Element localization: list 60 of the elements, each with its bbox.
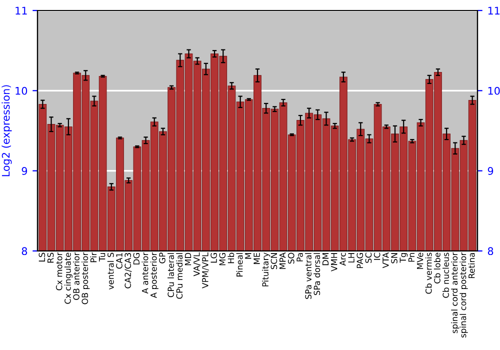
- x-tick-label: MD: [184, 252, 192, 266]
- y-tick-label: 9: [22, 167, 28, 175]
- x-tick-label: DM: [322, 253, 329, 266]
- x-tick-label: SCN: [270, 253, 278, 270]
- x-tick-label: spinal cord posterior: [460, 252, 468, 338]
- x-tick-label: PAG: [356, 253, 364, 268]
- x-tick-label: A posterior: [150, 252, 158, 298]
- x-tick-label: VMH: [331, 253, 338, 272]
- x-tick-label: ventral S: [107, 252, 114, 290]
- x-tick-label: spinal cord anterior: [451, 252, 460, 334]
- x-tick-label: OB anterior: [73, 252, 80, 300]
- x-tick-label: A anterior: [142, 252, 148, 294]
- x-tick-label: SC: [365, 252, 372, 263]
- x-tick-label: Pituitary: [262, 252, 270, 286]
- y2-tick-label: 8: [488, 247, 494, 256]
- x-tick-label: Cb vermis: [425, 252, 432, 294]
- x-tick-label: VTA: [382, 252, 389, 268]
- x-tick-label: DG: [133, 253, 140, 264]
- y2-tick-label: 11: [488, 6, 500, 14]
- x-tick-label: M: [245, 253, 252, 259]
- x-tick-label: Cx motor: [56, 252, 62, 290]
- x-tick-label: Tu: [99, 253, 106, 262]
- x-tick-label: Cb lobe: [434, 252, 440, 284]
- x-tick-label: SPa dorsal: [314, 253, 320, 296]
- x-tick-label: LG: [210, 253, 217, 263]
- x-tick-label: LH: [348, 253, 354, 262]
- x-tick-label: RS: [47, 252, 54, 263]
- x-tick-label: Hb: [228, 252, 234, 264]
- y-axis-title: Log2 (expression): [2, 85, 12, 176]
- x-tick-label: MPA: [280, 252, 286, 269]
- x-tick-label: SN: [391, 253, 398, 264]
- x-tick-label: CA1: [116, 253, 122, 269]
- x-tick-label: CA2/CA3: [124, 253, 132, 288]
- x-tick-label: Pir: [90, 252, 97, 262]
- x-tick-label: CPu lateral: [168, 253, 174, 298]
- x-tick-label: Pineal: [236, 253, 243, 277]
- x-tick-label: VA/VL: [194, 252, 200, 276]
- x-tick-label: GP: [159, 252, 166, 264]
- x-tick-label: Pn: [408, 253, 414, 262]
- y2-tick-label: 9: [488, 167, 494, 175]
- x-tick-label: Arc: [340, 252, 346, 266]
- y-tick-label: 8: [22, 247, 28, 256]
- x-tick-label: Cb nucleus: [442, 252, 449, 298]
- y-tick-label: 11: [16, 6, 27, 14]
- x-tick-label: CPu medial: [176, 253, 183, 299]
- x-tick-label: ME: [254, 252, 260, 264]
- x-tick-label: MG: [219, 253, 226, 266]
- x-tick-label: Pa: [296, 253, 303, 262]
- x-tick-label: LS: [38, 252, 46, 262]
- x-tick-label: MVe: [417, 252, 424, 269]
- x-tick-label: SO: [288, 252, 294, 264]
- y2-tick-label: 10: [488, 86, 500, 95]
- x-tick-label: Cx cingulate: [64, 252, 72, 304]
- y-tick-label: 10: [16, 86, 28, 95]
- x-tick-label: SPa ventral: [305, 253, 312, 299]
- x-tick-label: IC: [374, 252, 380, 260]
- x-tick-label: Retina: [468, 253, 475, 278]
- x-tick-label: OB posterior: [82, 252, 90, 304]
- x-tick-label: VPM/VPL: [202, 252, 210, 288]
- x-tick-label: Tg: [400, 253, 408, 263]
